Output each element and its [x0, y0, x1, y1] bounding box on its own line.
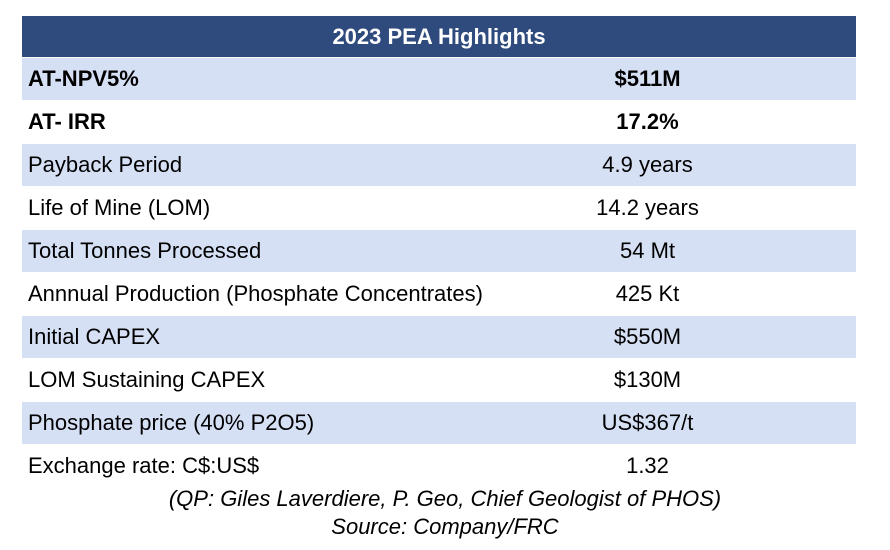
- row-label: Total Tonnes Processed: [22, 229, 439, 273]
- row-value: 17.2%: [439, 100, 856, 144]
- source-footnote: Source: Company/FRC: [331, 514, 559, 539]
- table-row: AT-NPV5% $511M: [22, 57, 856, 101]
- row-value: 4.9 years: [439, 143, 856, 187]
- qp-footnote: (QP: Giles Laverdiere, P. Geo, Chief Geo…: [168, 486, 722, 511]
- table-row: LOM Sustaining CAPEX $130M: [22, 358, 856, 402]
- row-label: Life of Mine (LOM): [22, 186, 439, 230]
- table-row: Exchange rate: C$:US$ 1.32: [22, 444, 856, 488]
- pea-highlights-table: 2023 PEA Highlights AT-NPV5% $511M AT- I…: [22, 16, 856, 488]
- table-row: Total Tonnes Processed 54 Mt: [22, 229, 856, 273]
- row-value: 1.32: [439, 444, 856, 488]
- table-header-row: 2023 PEA Highlights: [22, 16, 856, 58]
- row-label: Phosphate price (40% P2O5): [22, 401, 439, 445]
- pea-highlights-table-container: 2023 PEA Highlights AT-NPV5% $511M AT- I…: [22, 16, 856, 488]
- table-row: Payback Period 4.9 years: [22, 143, 856, 187]
- table-title: 2023 PEA Highlights: [22, 16, 856, 58]
- row-label: Payback Period: [22, 143, 439, 187]
- row-label: AT- IRR: [22, 100, 439, 144]
- row-label: Initial CAPEX: [22, 315, 439, 359]
- row-value: 425 Kt: [439, 272, 856, 316]
- row-value: 54 Mt: [439, 229, 856, 273]
- row-label: Annnual Production (Phosphate Concentrat…: [22, 272, 483, 316]
- table-row: Initial CAPEX $550M: [22, 315, 856, 359]
- row-value: $130M: [439, 358, 856, 402]
- row-label: LOM Sustaining CAPEX: [22, 358, 439, 402]
- row-value: 14.2 years: [439, 186, 856, 230]
- table-row: Life of Mine (LOM) 14.2 years: [22, 186, 856, 230]
- row-value: $511M: [439, 57, 856, 101]
- table-row: Phosphate price (40% P2O5) US$367/t: [22, 401, 856, 445]
- row-label: Exchange rate: C$:US$: [22, 444, 439, 488]
- row-label: AT-NPV5%: [22, 57, 439, 101]
- table-row: Annnual Production (Phosphate Concentrat…: [22, 272, 856, 316]
- row-value: US$367/t: [439, 401, 856, 445]
- row-value: $550M: [439, 315, 856, 359]
- table-row: AT- IRR 17.2%: [22, 100, 856, 144]
